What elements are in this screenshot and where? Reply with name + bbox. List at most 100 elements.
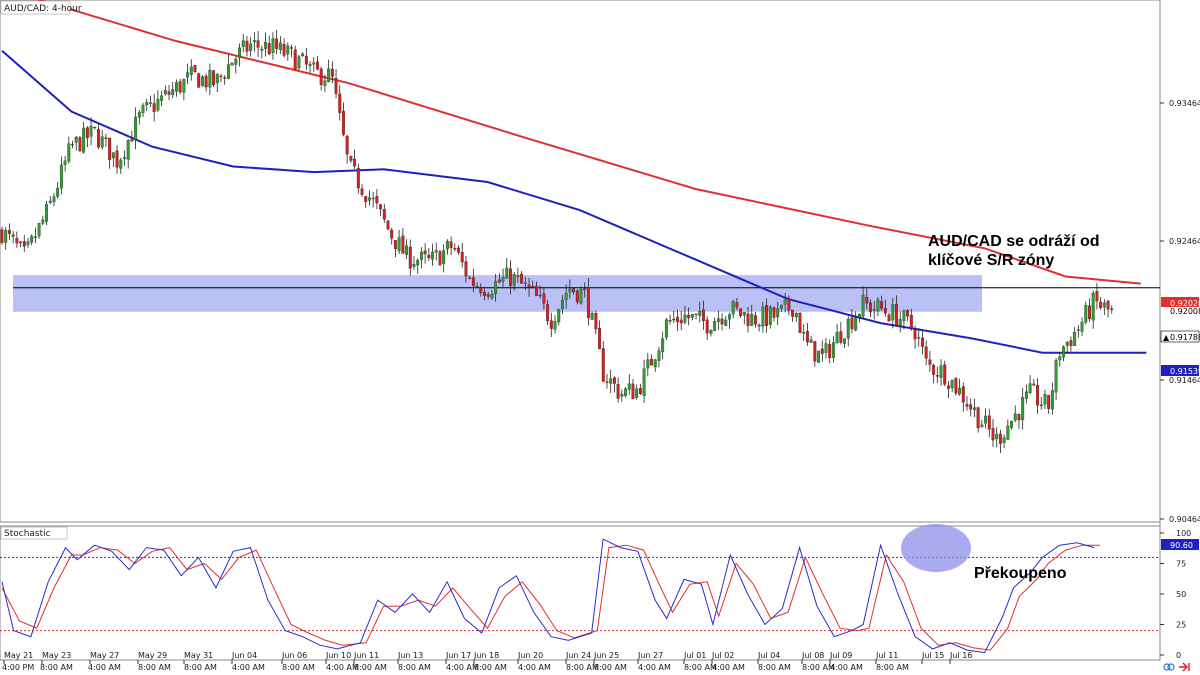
candle-bear [93, 126, 97, 129]
candle-bear [965, 403, 969, 407]
candle-bear [386, 220, 390, 230]
annotation-sr-line1: AUD/CAD se odráží od [928, 233, 1100, 250]
x-time-label: 4:00 AM [326, 663, 359, 672]
candle-bull [63, 160, 67, 166]
price-axis[interactable]: 0.93464 0.92464 0.91464 0.90464 0.92026 … [1160, 99, 1200, 524]
candle-bull [1091, 292, 1095, 321]
candle-bull [505, 267, 509, 279]
candle-bull [917, 337, 921, 339]
candle-bear [152, 103, 156, 112]
candle-bear [260, 49, 264, 51]
candle-bear [772, 307, 776, 318]
candle-bull [89, 125, 93, 137]
candle-bear [935, 375, 939, 377]
x-time-label: 8:00 AM [802, 663, 835, 672]
candle-bear [1088, 305, 1091, 320]
candle-bull [278, 42, 282, 50]
candle-bull [226, 64, 230, 79]
candle-bear [612, 377, 616, 384]
candle-bull [490, 294, 494, 298]
candle-bull [442, 250, 446, 265]
stoch-k-line [1, 538, 1095, 654]
x-time-label: 8:00 AM [594, 663, 627, 672]
candle-bear [1036, 385, 1039, 406]
candle-bull [137, 112, 141, 118]
candle-bear [531, 286, 535, 288]
candle-bull [620, 393, 624, 397]
candle-bear [483, 292, 486, 296]
candle-bear [108, 137, 112, 160]
x-date-label: Jul 11 [875, 651, 898, 660]
link-icon[interactable] [1163, 663, 1175, 671]
x-date-label: Jun 04 [231, 651, 257, 660]
candle-bull [264, 42, 267, 49]
candle-bull [1050, 390, 1054, 410]
candle-bull [846, 318, 850, 339]
candle-bear [791, 309, 795, 317]
candle-bull [45, 204, 48, 222]
candle-bull [731, 301, 735, 315]
candle-bear [516, 275, 520, 277]
candle-bull [802, 332, 806, 334]
candle-bull [189, 66, 193, 75]
candle-bull [123, 157, 126, 159]
candle-bear [883, 307, 887, 314]
arrow-right-icon[interactable] [1179, 662, 1190, 672]
candle-bear [453, 248, 457, 250]
candle-bear [605, 381, 609, 383]
x-date-label: Jun 20 [517, 651, 543, 660]
x-date-label: Jun 06 [281, 651, 307, 660]
candle-bear [705, 319, 709, 334]
candle-bear [828, 344, 832, 359]
candle-bull [241, 40, 245, 47]
x-time-label: 8:00 AM [40, 663, 73, 672]
x-date-label: May 23 [42, 651, 71, 660]
symbol-label-bg [0, 0, 71, 15]
x-date-label: Jul 16 [949, 651, 972, 660]
candle-bear [598, 327, 602, 350]
symbol-label: AUD/CAD: 4-hour [4, 4, 82, 14]
candle-bull [156, 98, 160, 111]
candle-bear [991, 428, 995, 441]
candle-bull [200, 76, 204, 86]
candle-bull [579, 289, 583, 304]
candle-bear [1069, 340, 1073, 346]
candle-bull [776, 308, 780, 318]
x-time-label: 4:00 AM [88, 663, 121, 672]
candle-bear [542, 293, 546, 304]
candle-bull [475, 285, 479, 288]
candle-bull [119, 159, 123, 169]
candle-bear [256, 40, 260, 48]
x-date-label: May 31 [184, 651, 213, 660]
candle-bull [557, 309, 561, 323]
candle-bull [312, 62, 316, 65]
candle-bull [56, 187, 60, 197]
candle-bear [909, 315, 913, 329]
candle-bear [1106, 300, 1110, 310]
candle-bear [798, 312, 802, 333]
main-pane[interactable] [0, 0, 1161, 523]
candle-bull [297, 56, 301, 69]
stochastic-pane[interactable] [0, 525, 1161, 661]
candle-bear [427, 254, 431, 259]
candle-bear [364, 196, 368, 202]
price-tag-slow-ma-bg [1161, 297, 1199, 308]
candle-bear [895, 303, 898, 326]
candle-bear [765, 305, 769, 326]
time-axis[interactable]: May 21 May 23 May 27 May 29 May 31 Jun 04 Jun … [2, 651, 972, 672]
x-time-label: 8:00 AM [398, 663, 431, 672]
stoch-axis[interactable]: 100 75 50 25 0 [1160, 529, 1191, 660]
candle-bull [160, 95, 164, 101]
candle-bull [523, 282, 527, 285]
candle-bear [78, 137, 82, 152]
candle-bull [564, 293, 568, 300]
candle-bull [48, 200, 52, 203]
candle-bear [679, 319, 683, 324]
candle-bull [661, 338, 665, 352]
stoch-value-tag-bg [1161, 539, 1199, 550]
candle-bull [683, 314, 687, 323]
candle-bear [375, 195, 379, 204]
candle-bull [742, 312, 746, 316]
candle-bull [854, 317, 858, 331]
